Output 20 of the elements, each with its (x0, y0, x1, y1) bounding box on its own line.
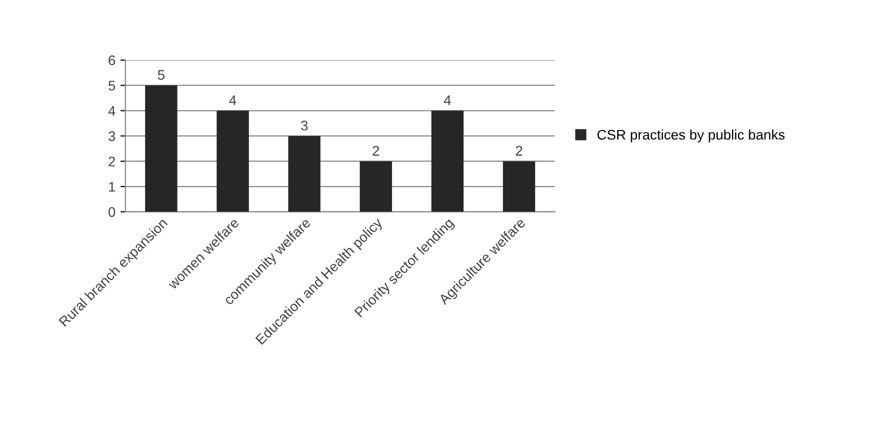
y-tick-label: 0 (108, 207, 116, 217)
bar (216, 110, 249, 212)
bar (502, 161, 536, 212)
data-label: 2 (516, 146, 522, 156)
y-tick-label: 5 (108, 80, 116, 91)
y-tick-label: 3 (108, 131, 116, 142)
data-label: 2 (372, 146, 380, 156)
bar (288, 136, 320, 212)
y-tick-label: 4 (108, 106, 116, 116)
legend-label: CSR practices by public banks (597, 129, 785, 142)
data-label: 3 (301, 120, 308, 130)
y-tick-label: 2 (108, 156, 116, 166)
bar (431, 110, 464, 212)
bar (360, 161, 392, 212)
data-label: 4 (229, 95, 236, 105)
y-tick-label: 6 (108, 55, 116, 66)
data-label: 5 (158, 70, 164, 80)
bar (145, 85, 178, 212)
y-tick-label: 1 (109, 182, 116, 192)
data-label: 4 (444, 95, 451, 105)
